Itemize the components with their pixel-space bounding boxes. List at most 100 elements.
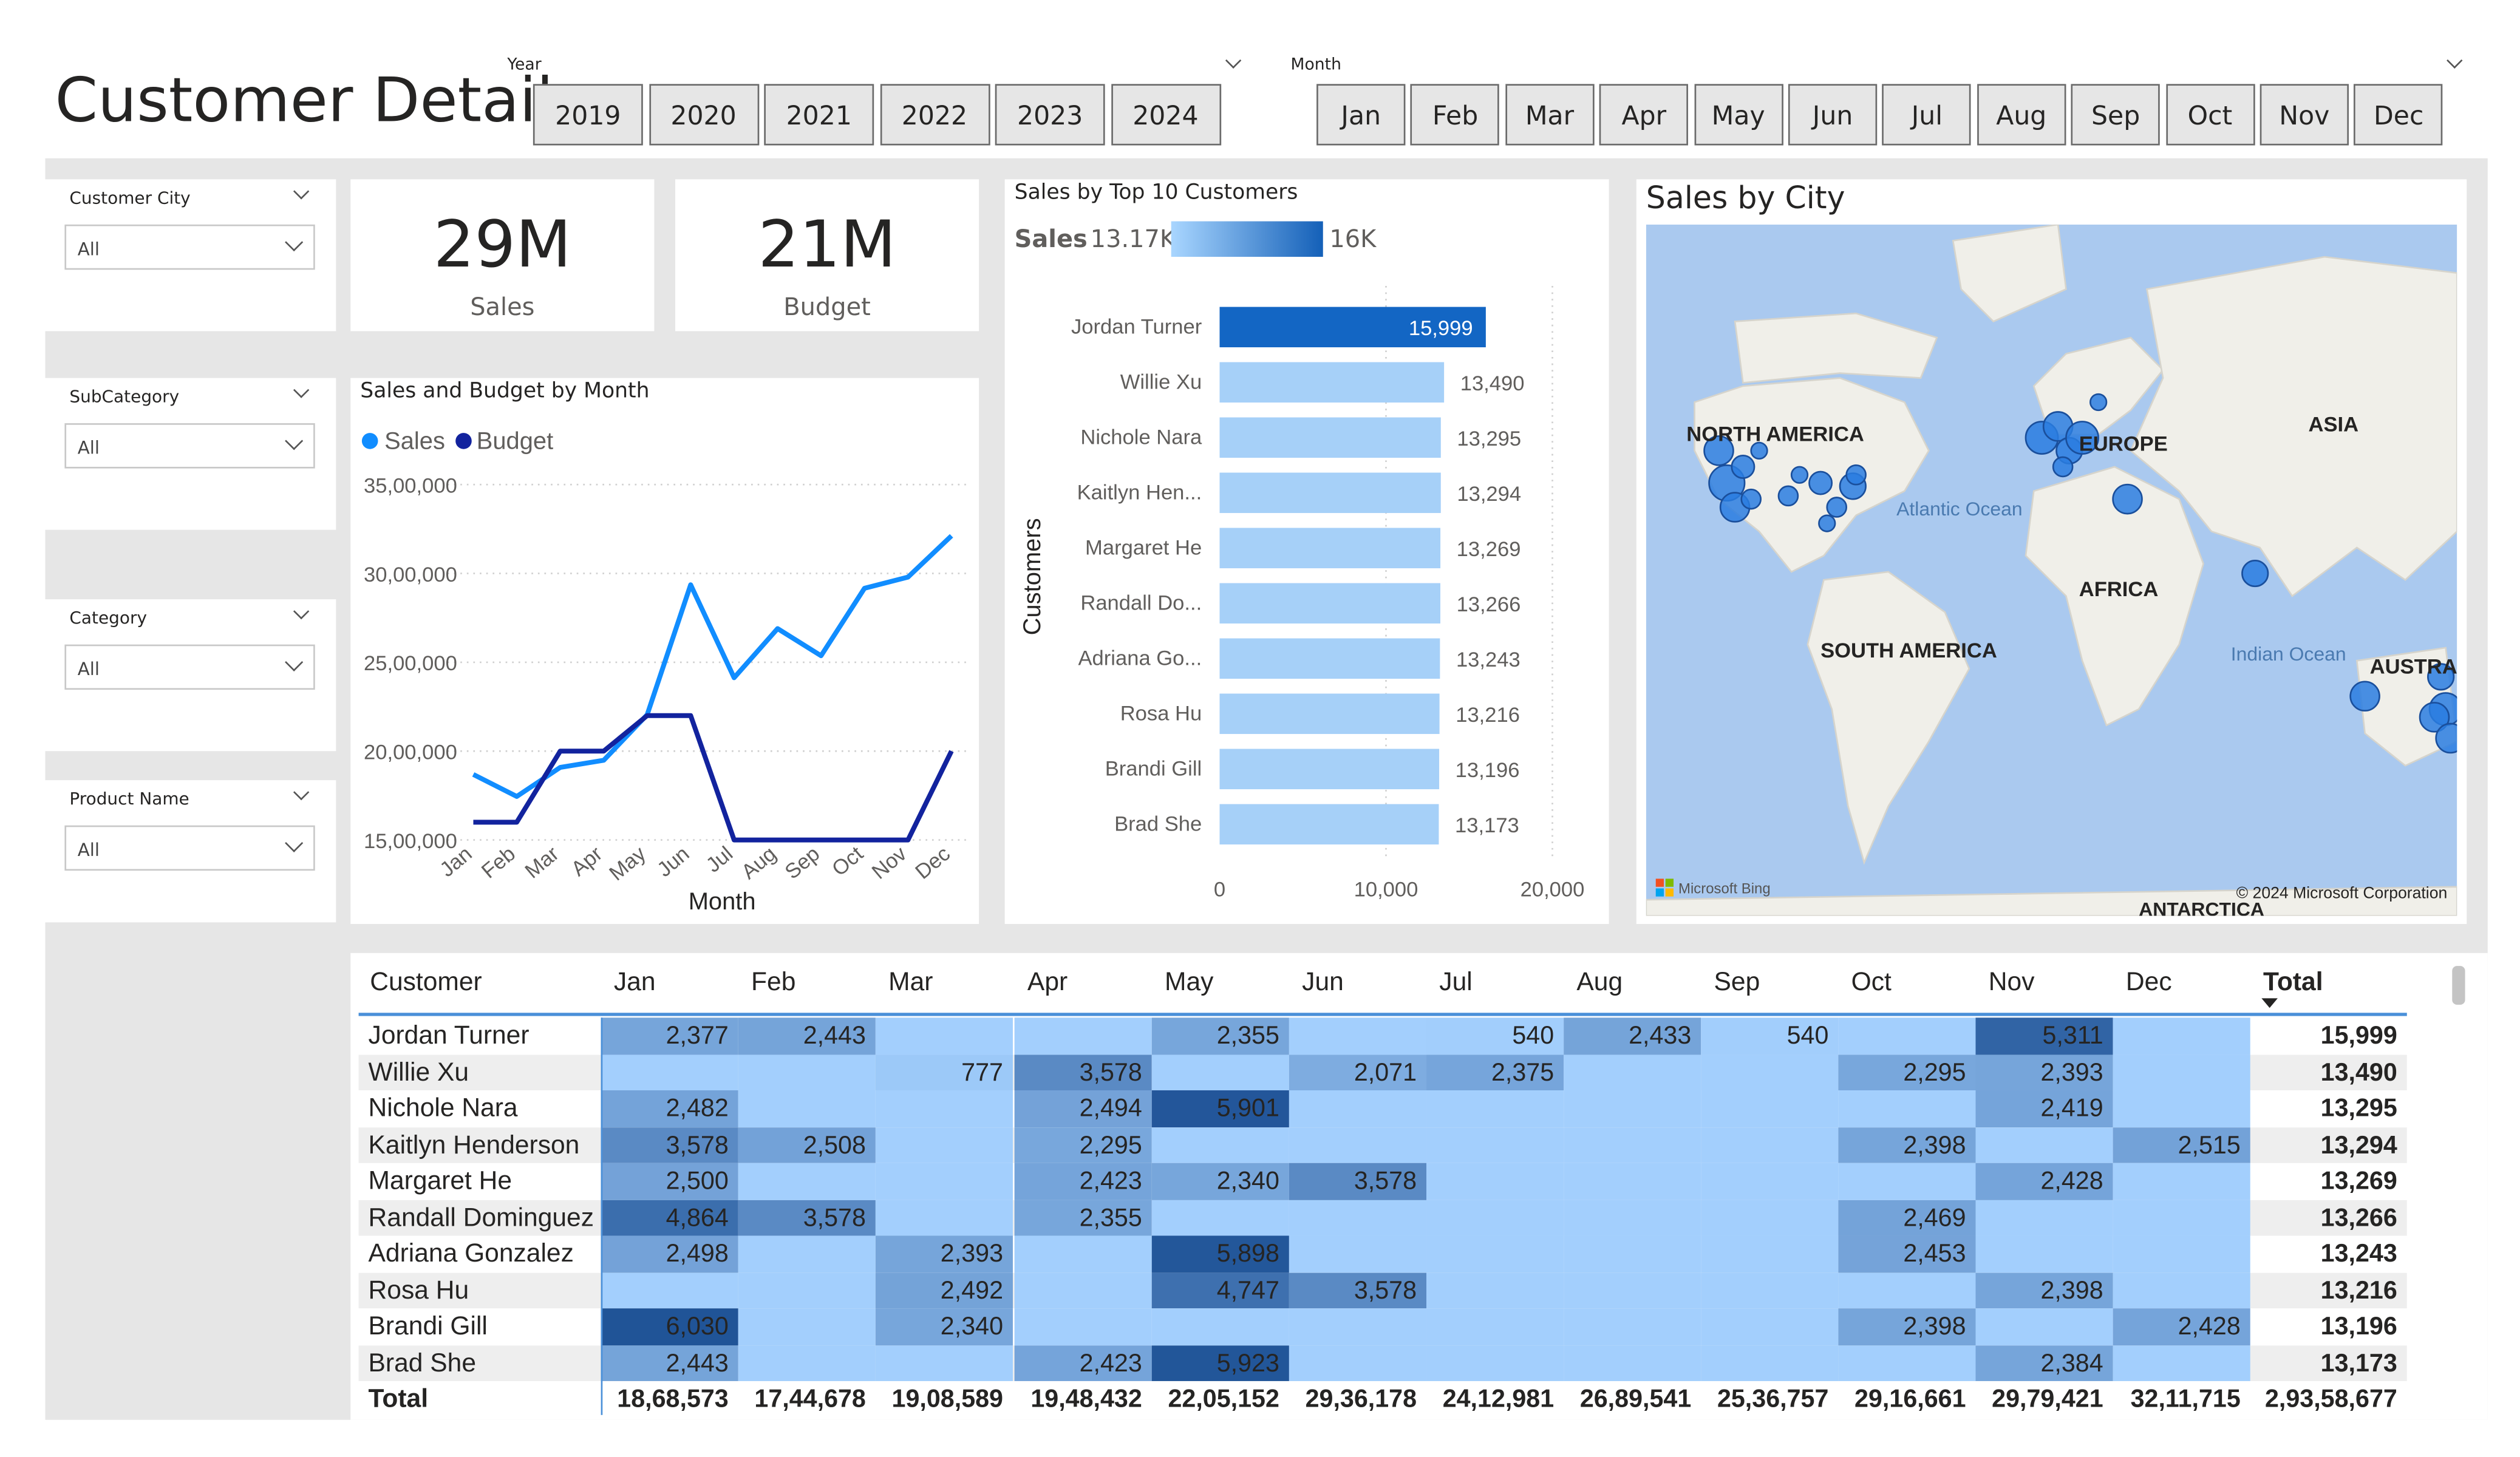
table-row[interactable]: Margaret He 2,500 2,423 2,340 3,578 2,428 13,2… <box>359 1163 2407 1200</box>
map-card[interactable]: Sales by City <box>1636 179 2467 924</box>
bar[interactable] <box>1219 749 1440 790</box>
column-header-may[interactable]: May <box>1165 969 1214 997</box>
bar[interactable] <box>1219 693 1440 735</box>
category-label: Margaret He <box>1085 536 1202 559</box>
year-tile-2024[interactable]: 2024 <box>1110 84 1221 146</box>
bar[interactable] <box>1219 528 1441 569</box>
value-cell: 2,340 <box>875 1308 1013 1345</box>
column-header-mar[interactable]: Mar <box>888 969 933 997</box>
month-tile-may[interactable]: May <box>1694 84 1783 146</box>
value-cell <box>1701 1090 1839 1127</box>
value-cell <box>1701 1345 1839 1381</box>
table-row[interactable]: Nichole Nara 2,482 2,494 5,901 2,419 13,295 <box>359 1090 2407 1127</box>
legend-sales-label: Sales <box>384 428 445 455</box>
customer-name-cell: Brad She <box>368 1350 477 1377</box>
bar[interactable] <box>1219 417 1441 458</box>
column-header-feb[interactable]: Feb <box>751 969 796 997</box>
budget-kpi-value: 21M <box>758 208 896 283</box>
bar-chart-ylabel: Customers <box>1019 518 1046 635</box>
month-tile-feb[interactable]: Feb <box>1411 84 1500 146</box>
year-tile-2023[interactable]: 2023 <box>995 84 1105 146</box>
column-header-total[interactable]: Total <box>2263 969 2323 997</box>
table-row[interactable]: Randall Dominguez 4,864 3,578 2,355 2,469 13,… <box>358 1199 2407 1236</box>
month-tile-oct[interactable]: Oct <box>2165 84 2255 146</box>
series-line-sales[interactable] <box>472 534 953 799</box>
value-cell <box>1289 1126 1427 1163</box>
bar[interactable] <box>1219 583 1440 624</box>
bar[interactable] <box>1219 307 1486 348</box>
filter-collapse-chevron-icon[interactable] <box>293 183 310 200</box>
bar[interactable] <box>1219 638 1440 679</box>
month-slicer-caption: Month <box>1290 56 1341 75</box>
value-cell <box>1289 1235 1427 1272</box>
column-header-jan[interactable]: Jan <box>613 969 656 997</box>
bar[interactable] <box>1219 362 1445 403</box>
x-tick-label: Mar <box>521 842 564 883</box>
month-tile-mar[interactable]: Mar <box>1505 84 1595 146</box>
customer-name-cell: Margaret He <box>368 1167 513 1195</box>
value-cell <box>1701 1235 1839 1272</box>
column-total-cell: 26,89,541 <box>1579 1385 1692 1414</box>
value-cell <box>738 1163 876 1200</box>
column-header-sep[interactable]: Sep <box>1714 969 1760 997</box>
value-cell <box>1426 1272 1564 1309</box>
sort-descending-icon[interactable] <box>2261 998 2278 1008</box>
month-tile-sep[interactable]: Sep <box>2071 84 2161 146</box>
category-label: Nichole Nara <box>1080 426 1202 449</box>
year-tile-2019[interactable]: 2019 <box>533 84 643 146</box>
filter-collapse-chevron-icon[interactable] <box>293 784 310 801</box>
table-row[interactable]: Rosa Hu 2,492 4,747 3,578 2,398 13,216 <box>358 1272 2407 1309</box>
month-tile-jun[interactable]: Jun <box>1788 84 1878 146</box>
bar-chart-card[interactable]: Sales by Top 10 Customers Sales 13.17K 1… <box>1004 179 1609 924</box>
bar[interactable] <box>1219 804 1439 845</box>
month-slicer-chevron-icon[interactable] <box>2447 52 2463 69</box>
filter-dropdown[interactable]: All <box>64 825 315 871</box>
bar[interactable] <box>1219 472 1441 514</box>
table-row[interactable]: Jordan Turner 2,377 2,443 2,355 540 2,433 540 5… <box>359 1017 2407 1055</box>
filter-dropdown[interactable]: All <box>64 644 315 690</box>
column-header-customer[interactable]: Customer <box>370 969 482 997</box>
year-tile-2022[interactable]: 2022 <box>879 84 990 146</box>
year-tile-2021[interactable]: 2021 <box>764 84 874 146</box>
month-tile-jan[interactable]: Jan <box>1316 84 1406 146</box>
table-row[interactable]: Kaitlyn Henderson 3,578 2,508 2,295 2,398 2,5… <box>358 1126 2407 1163</box>
column-header-oct[interactable]: Oct <box>1851 969 1892 997</box>
column-header-nov[interactable]: Nov <box>1988 969 2035 997</box>
value-cell <box>1975 1199 2113 1236</box>
month-tile-dec[interactable]: Dec <box>2354 84 2443 146</box>
gradient-legend-bar <box>1171 221 1323 257</box>
table-row[interactable]: Willie Xu 777 3,578 2,071 2,375 2,295 2,393 13,… <box>358 1054 2407 1091</box>
month-tile-jul[interactable]: Jul <box>1882 84 1972 146</box>
table-row[interactable]: Brandi Gill 6,030 2,340 2,398 2,428 13,196 <box>359 1308 2407 1345</box>
filter-collapse-chevron-icon[interactable] <box>293 603 310 620</box>
month-tile-apr[interactable]: Apr <box>1599 84 1689 146</box>
value-cell <box>1426 1163 1564 1200</box>
value-cell: 540 <box>1426 1017 1564 1055</box>
column-total-cell: 22,05,152 <box>1168 1385 1279 1414</box>
series-line-budget[interactable] <box>473 713 954 843</box>
value-cell <box>1289 1199 1427 1236</box>
year-tile-2020[interactable]: 2020 <box>649 84 758 146</box>
category-label: Brad She <box>1114 812 1202 835</box>
world-map[interactable]: NORTH AMERICA EUROPE ASIA AFRICA SOUTH A… <box>1646 224 2457 916</box>
value-cell: 2,423 <box>1014 1163 1152 1200</box>
name-column-divider <box>601 1017 603 1415</box>
column-header-dec[interactable]: Dec <box>2125 969 2172 997</box>
year-slicer-chevron-icon[interactable] <box>1225 52 1242 69</box>
table-row[interactable]: Adriana Gonzalez 2,498 2,393 5,898 2,453 13,2… <box>359 1235 2407 1272</box>
matrix-scrollbar[interactable] <box>2452 966 2465 1005</box>
x-tick-label: 20,000 <box>1521 878 1585 902</box>
filter-collapse-chevron-icon[interactable] <box>293 382 310 398</box>
month-tile-nov[interactable]: Nov <box>2259 84 2349 146</box>
column-header-aug[interactable]: Aug <box>1576 969 1623 997</box>
column-header-jun[interactable]: Jun <box>1302 969 1344 997</box>
month-tile-aug[interactable]: Aug <box>1977 84 2066 146</box>
customer-name-cell: Brandi Gill <box>368 1313 488 1341</box>
column-header-apr[interactable]: Apr <box>1027 969 1068 997</box>
filter-dropdown[interactable]: All <box>64 423 315 469</box>
page-title: Customer Detail <box>55 64 554 136</box>
column-header-jul[interactable]: Jul <box>1439 969 1473 997</box>
table-row[interactable]: Brad She 2,443 2,423 5,923 2,384 13,173 <box>358 1345 2407 1381</box>
filter-dropdown[interactable]: All <box>64 224 315 270</box>
line-chart-card[interactable]: Sales and Budget by Month Sales Budget M… <box>350 378 979 924</box>
